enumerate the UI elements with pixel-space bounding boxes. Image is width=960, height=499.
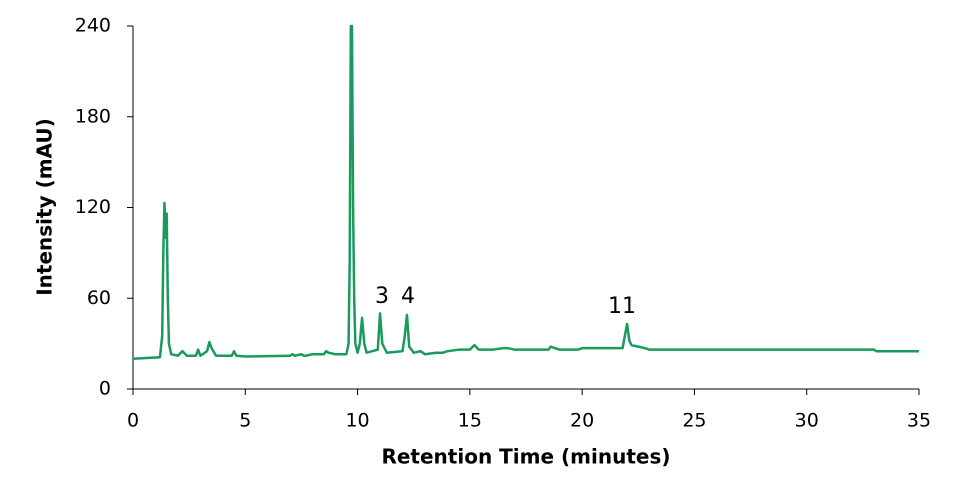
- y-tick-label: 60: [87, 287, 111, 309]
- y-tick-label: 0: [99, 378, 111, 400]
- x-tick-label: 25: [682, 410, 706, 432]
- x-tick-label: 5: [239, 410, 251, 432]
- peak-label: 11: [608, 294, 636, 319]
- x-axis-title: Retention Time (minutes): [381, 445, 670, 469]
- x-tick-label: 10: [345, 410, 369, 432]
- x-tick-label: 15: [458, 410, 482, 432]
- x-tick-label: 20: [570, 410, 594, 432]
- x-tick-label: 35: [907, 410, 931, 432]
- y-tick-label: 240: [75, 15, 111, 37]
- y-axis-title: Intensity (mAU): [33, 118, 57, 296]
- y-tick-label: 180: [75, 105, 111, 127]
- y-tick-label: 120: [75, 196, 111, 218]
- x-tick-label: 30: [795, 410, 819, 432]
- chromatogram-line: [132, 24, 919, 360]
- peak-label: 3: [375, 284, 389, 309]
- peak-label: 4: [401, 284, 415, 309]
- x-tick-label: 0: [127, 410, 139, 432]
